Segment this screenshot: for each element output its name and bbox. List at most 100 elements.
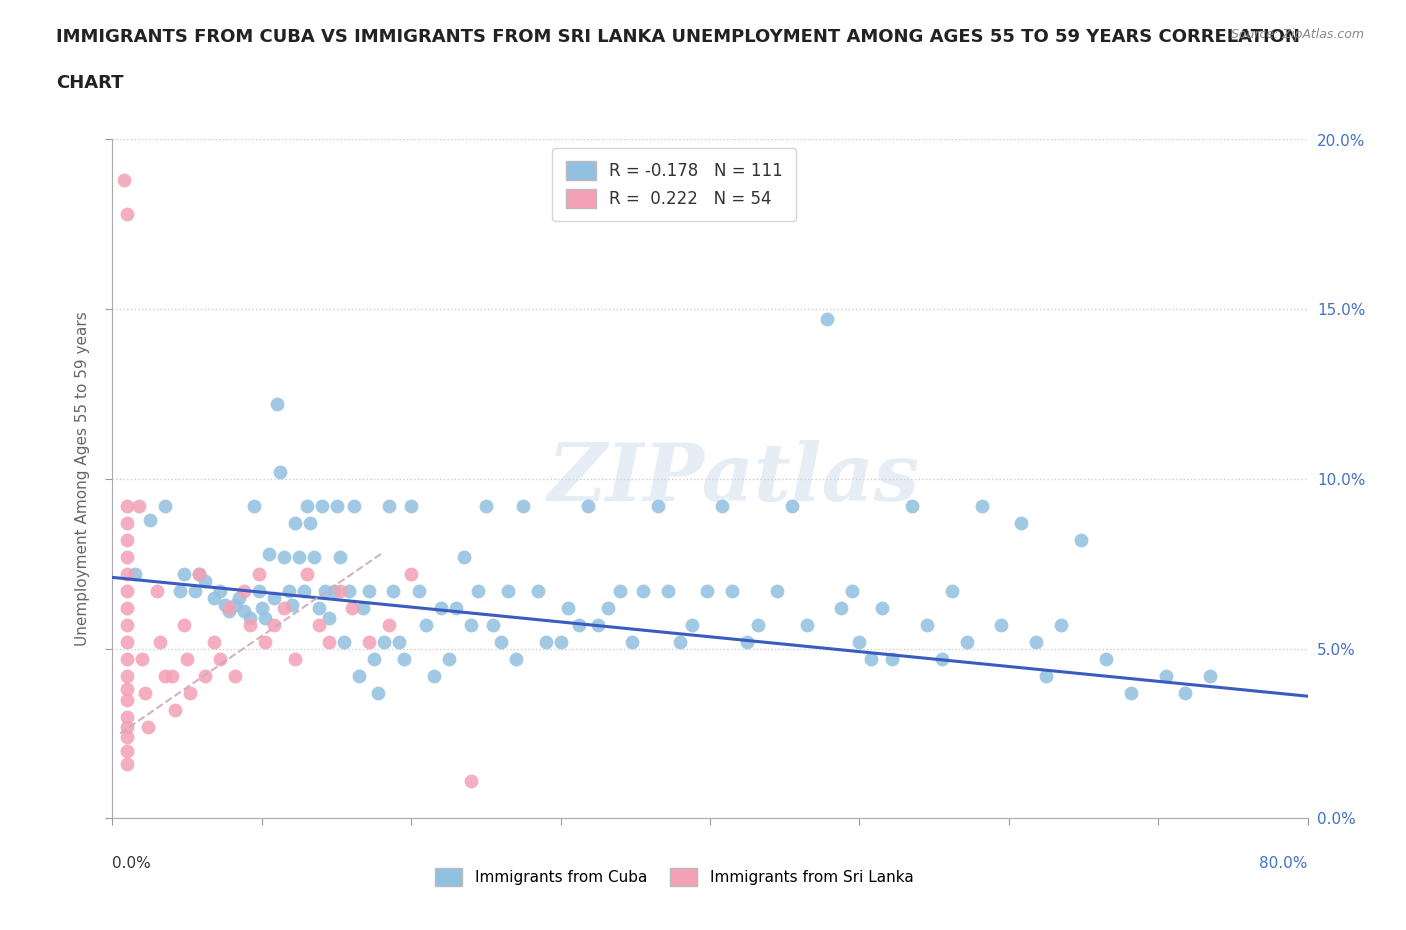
Point	[169, 583, 191, 598]
Point	[308, 618, 330, 632]
Point	[117, 601, 139, 616]
Point	[333, 634, 356, 649]
Point	[1121, 685, 1143, 700]
Point	[780, 498, 803, 513]
Point	[1070, 533, 1092, 548]
Point	[347, 669, 370, 684]
Point	[139, 512, 162, 527]
Point	[557, 601, 579, 616]
Point	[657, 583, 679, 598]
Point	[202, 634, 225, 649]
Point	[281, 597, 304, 612]
Point	[263, 591, 285, 605]
Point	[647, 498, 669, 513]
Point	[253, 634, 276, 649]
Point	[498, 583, 520, 598]
Point	[444, 601, 467, 616]
Point	[117, 692, 139, 707]
Point	[941, 583, 963, 598]
Point	[117, 729, 139, 744]
Point	[233, 604, 256, 618]
Point	[273, 550, 295, 565]
Point	[422, 669, 444, 684]
Point	[194, 669, 217, 684]
Point	[224, 597, 246, 612]
Point	[1199, 669, 1222, 684]
Point	[117, 669, 139, 684]
Point	[224, 669, 246, 684]
Point	[176, 651, 198, 666]
Point	[247, 566, 270, 581]
Point	[681, 618, 703, 632]
Point	[269, 465, 291, 480]
Point	[173, 566, 195, 581]
Point	[239, 618, 262, 632]
Point	[990, 618, 1012, 632]
Point	[860, 651, 883, 666]
Point	[259, 546, 281, 561]
Point	[173, 618, 195, 632]
Point	[482, 618, 505, 632]
Point	[117, 682, 139, 697]
Point	[117, 515, 139, 530]
Point	[970, 498, 993, 513]
Point	[373, 634, 395, 649]
Point	[117, 566, 139, 581]
Point	[250, 601, 273, 616]
Point	[273, 601, 295, 616]
Point	[153, 498, 176, 513]
Point	[239, 611, 262, 626]
Point	[277, 583, 299, 598]
Point	[298, 515, 321, 530]
Point	[134, 685, 156, 700]
Point	[900, 498, 922, 513]
Point	[149, 634, 172, 649]
Point	[343, 498, 366, 513]
Point	[576, 498, 599, 513]
Point	[266, 397, 288, 412]
Point	[408, 583, 430, 598]
Point	[188, 566, 211, 581]
Point	[325, 498, 347, 513]
Y-axis label: Unemployment Among Ages 55 to 59 years: Unemployment Among Ages 55 to 59 years	[75, 312, 90, 646]
Point	[314, 583, 336, 598]
Point	[1050, 618, 1073, 632]
Point	[711, 498, 734, 513]
Point	[870, 601, 893, 616]
Point	[165, 702, 187, 717]
Point	[378, 618, 401, 632]
Legend: Immigrants from Cuba, Immigrants from Sri Lanka: Immigrants from Cuba, Immigrants from Sr…	[429, 862, 920, 892]
Point	[568, 618, 591, 632]
Point	[284, 651, 307, 666]
Point	[831, 601, 853, 616]
Point	[329, 550, 352, 565]
Point	[1035, 669, 1057, 684]
Point	[401, 498, 423, 513]
Point	[1174, 685, 1197, 700]
Point	[247, 583, 270, 598]
Point	[353, 601, 375, 616]
Point	[188, 566, 211, 581]
Point	[796, 618, 818, 632]
Point	[179, 685, 201, 700]
Point	[243, 498, 266, 513]
Point	[128, 498, 150, 513]
Point	[848, 634, 870, 649]
Point	[117, 710, 139, 724]
Point	[209, 651, 232, 666]
Point	[228, 591, 250, 605]
Point	[534, 634, 557, 649]
Point	[288, 550, 311, 565]
Point	[669, 634, 692, 649]
Point	[527, 583, 550, 598]
Point	[367, 685, 389, 700]
Point	[124, 566, 146, 581]
Point	[475, 498, 498, 513]
Point	[505, 651, 527, 666]
Point	[318, 611, 340, 626]
Point	[202, 591, 225, 605]
Point	[460, 774, 482, 789]
Point	[117, 757, 139, 772]
Point	[117, 618, 139, 632]
Point	[162, 669, 183, 684]
